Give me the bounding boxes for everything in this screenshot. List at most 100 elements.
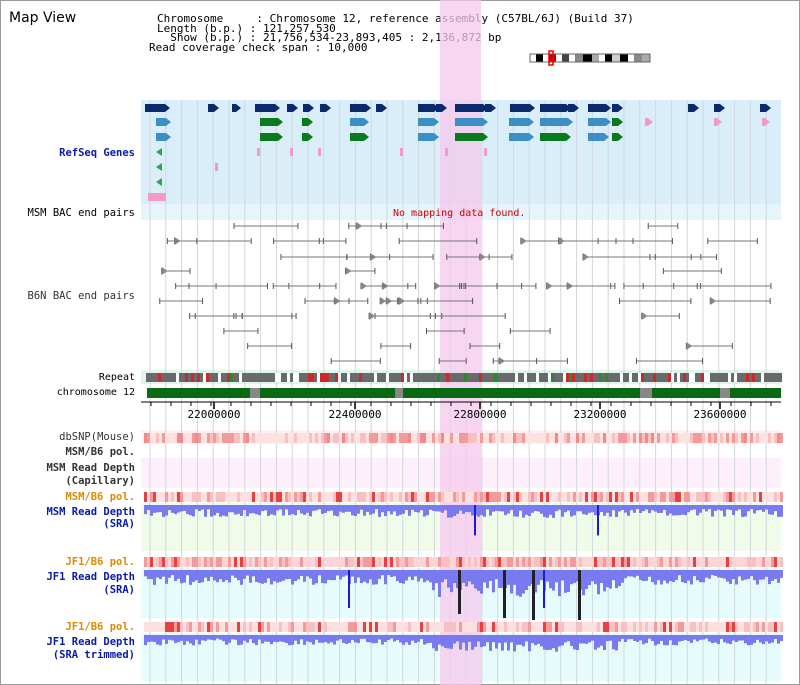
read-depth-bar — [228, 570, 231, 583]
msm-depth-sra-sub[interactable]: (SRA) — [103, 518, 135, 530]
snp-density-cell — [732, 557, 735, 567]
repeat-segment — [350, 373, 353, 382]
read-depth-bar — [390, 505, 393, 515]
snp-density-cell — [657, 557, 660, 567]
read-depth-bar — [405, 505, 408, 510]
read-depth-bar — [573, 570, 576, 584]
gene-arrow — [717, 118, 722, 126]
snp-density-cell — [291, 433, 294, 443]
jf1-depth-sra-label[interactable]: JF1 Read Depth — [46, 571, 135, 583]
jf1-depth-sra-sub[interactable]: (SRA) — [103, 584, 135, 596]
snp-density-cell — [762, 492, 765, 502]
snp-density-cell — [156, 433, 159, 443]
read-depth-bar — [348, 635, 351, 644]
bac-end-marker — [520, 237, 527, 245]
snp-density-cell — [222, 492, 225, 502]
read-depth-bar — [171, 635, 174, 641]
snp-density-cell — [498, 433, 501, 443]
repeat-segment — [656, 373, 659, 382]
read-depth-bar — [444, 505, 447, 511]
snp-density-cell — [153, 433, 156, 443]
read-depth-bar — [717, 570, 720, 578]
read-depth-bar — [330, 505, 333, 511]
read-depth-bar — [558, 570, 561, 597]
repeat-segment — [209, 373, 212, 382]
gene-arrow — [604, 133, 609, 141]
read-depth-bar — [279, 635, 282, 642]
msm-depth-sra-label[interactable]: MSM Read Depth — [46, 506, 135, 518]
snp-density-cell — [546, 492, 549, 502]
snp-density-cell — [750, 492, 753, 502]
read-depth-bar — [402, 570, 405, 584]
snp-density-cell — [597, 492, 600, 502]
snp-density-cell — [324, 557, 327, 567]
snp-density-cell — [549, 433, 552, 443]
snp-density-cell — [342, 433, 345, 443]
read-depth-bar — [261, 635, 264, 644]
read-depth-bar — [174, 505, 177, 515]
snp-density-cell — [657, 492, 660, 502]
jf1-depth-trimmed-sub[interactable]: (SRA trimmed) — [52, 649, 135, 661]
jf1-b6-pol-label-1[interactable]: JF1/B6 pol. — [65, 556, 135, 568]
read-depth-bar — [729, 505, 732, 511]
snp-density-cell — [360, 433, 363, 443]
snp-density-cell — [213, 622, 216, 632]
snp-density-cell — [684, 433, 687, 443]
snp-density-cell — [486, 433, 489, 443]
read-depth-bar — [669, 635, 672, 641]
refseq-gene — [484, 148, 487, 156]
read-depth-bar — [699, 570, 702, 583]
read-depth-bar — [477, 635, 480, 642]
snp-density-cell — [591, 433, 594, 443]
read-depth-bar — [636, 635, 639, 642]
snp-density-cell — [240, 622, 243, 632]
repeat-segment — [425, 373, 428, 382]
snp-density-cell — [693, 557, 696, 567]
snp-density-cell — [180, 622, 183, 632]
snp-density-cell — [711, 557, 714, 567]
snp-density-cell — [723, 557, 726, 567]
read-depth-bar — [654, 505, 657, 512]
snp-density-cell — [417, 492, 420, 502]
read-depth-bar — [543, 505, 546, 517]
read-depth-bar — [372, 570, 375, 585]
read-depth-bar — [612, 505, 615, 511]
gene-arrow — [720, 104, 725, 112]
snp-density-cell — [234, 557, 237, 567]
read-depth-bar — [198, 570, 201, 583]
read-depth-bar — [396, 505, 399, 516]
snp-density-cell — [759, 622, 762, 632]
read-depth-bar — [342, 635, 345, 643]
gene-arrow — [308, 133, 313, 141]
snp-density-cell — [720, 492, 723, 502]
refseq-gene — [509, 118, 529, 126]
snp-density-cell — [153, 622, 156, 632]
snp-density-cell — [561, 622, 564, 632]
refseq-genes-link[interactable]: RefSeq Genes — [59, 147, 135, 159]
msm-b6-pol-label-2[interactable]: MSM/B6 pol. — [65, 491, 135, 503]
read-depth-bar — [222, 635, 225, 642]
snp-density-cell — [411, 557, 414, 567]
read-depth-bar — [465, 635, 468, 651]
snp-density-cell — [462, 433, 465, 443]
snp-density-cell — [732, 433, 735, 443]
snp-density-cell — [180, 492, 183, 502]
repeat-segment — [443, 373, 446, 382]
read-depth-bar — [588, 505, 591, 513]
jf1-b6-pol-label-2[interactable]: JF1/B6 pol. — [65, 621, 135, 633]
repeat-segment — [239, 373, 242, 382]
jf1-depth-trimmed-label[interactable]: JF1 Read Depth — [46, 636, 135, 648]
snp-density-cell — [168, 622, 171, 632]
read-depth-bar — [519, 570, 522, 597]
read-depth-bar — [312, 570, 315, 585]
read-depth-bar — [252, 635, 255, 644]
read-depth-bar — [552, 635, 555, 649]
snp-density-cell — [216, 433, 219, 443]
snp-density-cell — [438, 492, 441, 502]
read-depth-bar — [162, 570, 165, 577]
repeat-segment — [509, 373, 512, 382]
read-depth-bar — [237, 570, 240, 581]
snp-density-cell — [453, 622, 456, 632]
snp-density-cell — [552, 557, 555, 567]
